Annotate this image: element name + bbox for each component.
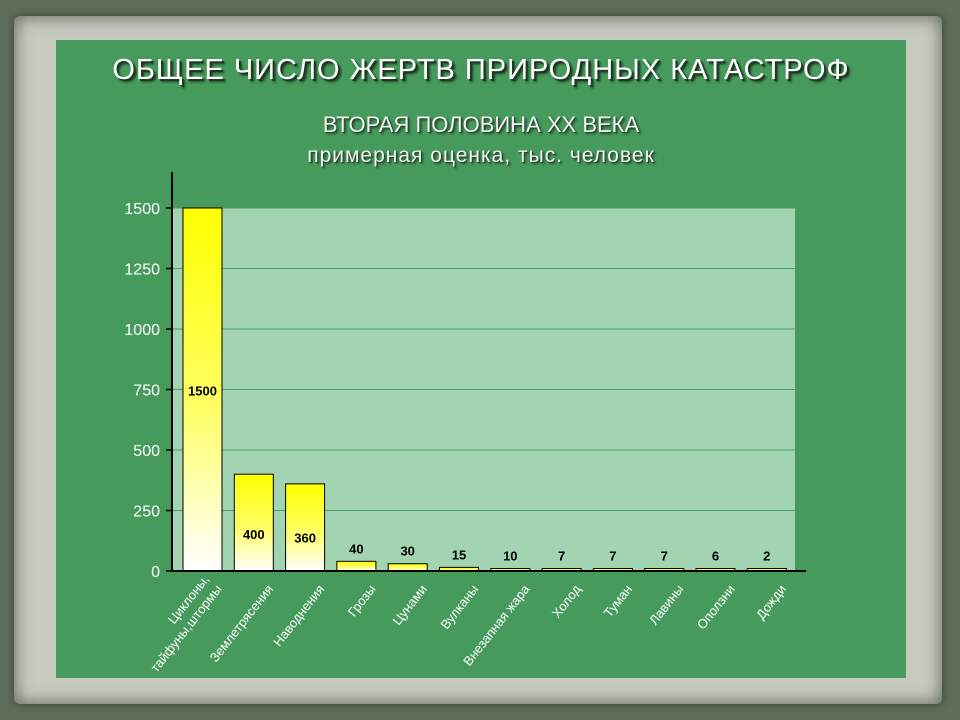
x-tick-label: Оползни [694,582,738,632]
bars [182,207,787,572]
y-tick-label: 250 [133,504,160,521]
x-tick-label-line: Грозы [345,582,379,620]
x-tick-label-line: Вулканы [437,582,481,632]
data-label: 400 [243,527,265,542]
bar [182,207,223,572]
chart-title: ОБЩЕЕ ЧИСЛО ЖЕРТВ ПРИРОДНЫХ КАТАСТРОФ [112,54,850,86]
data-label: 2 [763,549,770,564]
x-tick-label: Цунами [389,582,430,628]
data-label: 6 [712,549,719,564]
x-tick-label: Грозы [345,582,379,620]
data-label: 30 [400,544,414,559]
y-tick-labels: 0 250 500 750 1000 1250 1500 [124,201,172,581]
bar [387,563,428,572]
data-label: 360 [294,530,316,545]
chart-subtitle-units: примерная оценка, тыс. человек [307,144,655,167]
chart-subtitle: ВТОРАЯ ПОЛОВИНА XX ВЕКА [322,112,640,137]
x-tick-labels: Циклоны,тайфуны,штормыЗемлетрясенияНавод… [147,572,789,675]
x-tick-label-line: Лавины [646,582,686,628]
y-tick-label: 1000 [124,322,160,339]
y-tick-label: 1250 [124,262,160,279]
bar [233,473,274,572]
axes [171,172,806,572]
gridlines [172,207,795,511]
bar [285,483,326,572]
data-label: 7 [609,549,616,564]
data-labels: 1500 400 360 40 30 15 10 7 7 7 6 2 [188,384,770,564]
x-tick-label-line: Туман [601,582,636,620]
x-tick-label-line: Дожди [753,582,789,622]
data-label: 1500 [188,384,217,399]
x-tick-label-line: Холод [549,581,584,620]
y-tick-label: 1500 [124,201,160,218]
data-label: 15 [452,547,466,562]
data-label: 40 [349,541,363,556]
x-tick-label: Вулканы [437,582,481,632]
data-label: 7 [661,549,668,564]
bar [336,560,377,572]
x-tick-label: Холод [549,581,584,620]
y-tick-label: 750 [133,383,160,400]
data-label: 7 [558,549,565,564]
x-tick-label: Дожди [753,582,789,622]
x-tick-label: Наводнения [270,582,327,649]
x-tick-label: Туман [601,582,636,620]
y-tick-label: 500 [133,443,160,460]
x-tick-label-line: Наводнения [270,582,327,649]
y-tick-label: 0 [151,564,160,581]
x-tick-label-line: Цунами [389,582,430,628]
x-tick-label: Лавины [646,582,686,628]
x-tick-label-line: Оползни [694,582,738,632]
data-label: 10 [503,549,517,564]
